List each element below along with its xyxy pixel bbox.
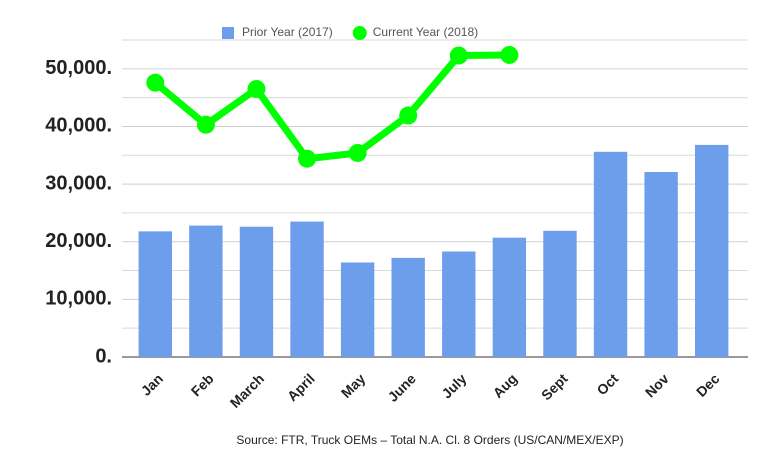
bar [290, 221, 324, 357]
bar [340, 262, 375, 357]
line-point [298, 149, 317, 168]
line-point [146, 73, 165, 92]
y-tick-label: 0. [95, 345, 112, 367]
y-tick-label: 20,000. [45, 230, 112, 252]
source-note: Source: FTR, Truck OEMs – Total N.A. Cl.… [236, 433, 623, 447]
bar [593, 151, 628, 357]
legend-swatch [222, 27, 234, 39]
y-tick-label: 10,000. [45, 288, 112, 310]
line-point [348, 143, 367, 162]
x-tick-label: Jan [138, 370, 166, 398]
bar [239, 226, 274, 357]
x-tick-label: Oct [593, 370, 621, 398]
x-tick-label: Aug [490, 370, 521, 401]
x-tick-label: March [227, 370, 267, 410]
line-point [500, 45, 519, 64]
x-tick-label: Nov [642, 370, 672, 400]
y-tick-label: 40,000. [45, 115, 112, 137]
line-point [196, 115, 215, 134]
line-point [247, 79, 266, 98]
x-tick-label: Feb [188, 370, 217, 399]
line-point [449, 46, 468, 65]
y-tick-label: 30,000. [45, 172, 112, 194]
bar [492, 237, 527, 357]
x-tick-label: Dec [693, 370, 723, 400]
x-tick-label: June [385, 370, 420, 405]
bar [391, 257, 425, 357]
bar [543, 230, 577, 357]
x-tick-label: April [284, 370, 318, 404]
legend-label: Prior Year (2017) [242, 25, 333, 39]
bar [189, 225, 223, 357]
x-tick-label: Sept [538, 370, 571, 403]
bar [138, 231, 172, 357]
y-tick-label: 50,000. [45, 57, 112, 79]
bar [644, 171, 678, 357]
bar [695, 144, 729, 357]
line [153, 51, 510, 163]
x-tick-label: July [438, 370, 469, 401]
legend-label: Current Year (2018) [373, 25, 478, 39]
line-point [399, 106, 418, 125]
x-tick-label: May [338, 370, 369, 401]
bar [442, 251, 476, 357]
legend-swatch [352, 26, 367, 40]
